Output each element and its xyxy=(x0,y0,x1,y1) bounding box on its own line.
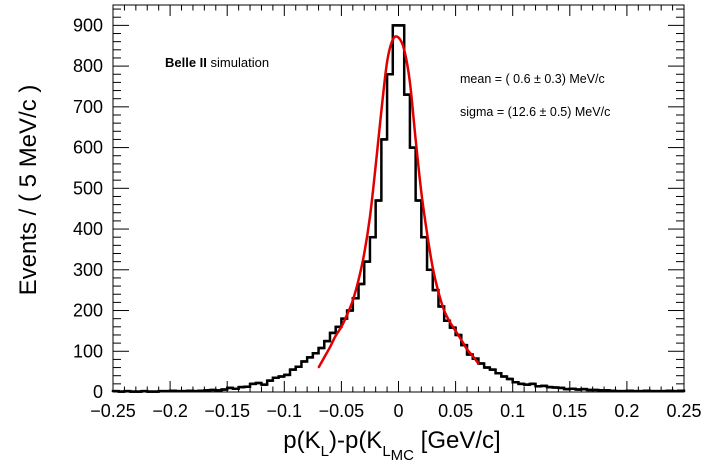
fit-point xyxy=(466,348,468,351)
fit-point xyxy=(374,165,377,167)
fit-point xyxy=(369,216,371,218)
x-tick-label: 0 xyxy=(393,401,403,421)
fit-point xyxy=(357,279,360,281)
x-tick-label: −0.2 xyxy=(152,401,188,421)
y-tick-label: 500 xyxy=(73,178,103,198)
fit-point xyxy=(420,191,423,194)
y-tick-label: 400 xyxy=(73,219,103,239)
x-tick-label: −0.25 xyxy=(90,401,136,421)
mean-annotation: mean = ( 0.6 ± 0.3) MeV/c xyxy=(460,72,605,86)
fit-points xyxy=(317,36,480,369)
fit-point xyxy=(317,366,320,369)
x-tick-label: −0.1 xyxy=(267,401,303,421)
fit-point xyxy=(391,38,394,41)
x-tick-labels: −0.25 −0.2 −0.15 −0.1 −0.05 0 0.05 0.1 0.15 0.2 0.… xyxy=(90,401,701,421)
sigma-annotation: sigma = (12.6 ± 0.5) MeV/c xyxy=(460,105,610,119)
y-tick-label: 700 xyxy=(73,97,103,117)
fit-point xyxy=(454,330,457,332)
belle-label-bold: Belle II xyxy=(165,55,207,70)
y-tick-label: 200 xyxy=(73,301,103,321)
fit-point xyxy=(323,356,326,359)
fit-point xyxy=(329,346,331,348)
fit-point xyxy=(477,362,480,365)
x-tick-label: 0.15 xyxy=(552,401,587,421)
fit-point xyxy=(409,81,411,84)
fit-point xyxy=(471,355,474,357)
x-tick-label: 0.05 xyxy=(438,401,473,421)
fit-point xyxy=(334,334,337,337)
fit-point xyxy=(460,339,463,341)
y-tick-label: 0 xyxy=(93,382,103,402)
y-tick-label: 300 xyxy=(73,260,103,280)
fit-point xyxy=(414,138,417,141)
axis-ticks xyxy=(112,5,685,393)
fit-point xyxy=(346,313,348,316)
fit-point xyxy=(403,49,406,51)
belle-label-rest: simulation xyxy=(207,55,269,70)
histogram-bins xyxy=(113,24,684,393)
fit-point xyxy=(363,252,366,255)
belle-label: Belle II simulation xyxy=(165,55,269,70)
x-tick-label: 0.2 xyxy=(614,401,639,421)
x-axis-title: p(KL)-p(KLMC [GeV/c] xyxy=(283,427,500,464)
fit-point xyxy=(340,326,343,328)
fit-point xyxy=(397,36,400,39)
fit-point xyxy=(443,309,445,312)
fit-point xyxy=(426,232,428,234)
y-tick-label: 600 xyxy=(73,138,103,158)
x-tick-label: 0.25 xyxy=(666,401,701,421)
y-tick-label: 800 xyxy=(73,56,103,76)
x-tick-label: −0.15 xyxy=(204,401,250,421)
y-tick-label: 900 xyxy=(73,15,103,35)
fit-point xyxy=(449,321,451,323)
fit-point xyxy=(386,61,388,63)
fit-point xyxy=(431,266,434,269)
fit-point xyxy=(437,291,440,293)
fit-point xyxy=(352,299,354,302)
x-tick-label: −0.05 xyxy=(319,401,365,421)
y-tick-label: 100 xyxy=(73,341,103,361)
x-tick-label: 0.1 xyxy=(500,401,525,421)
y-axis-title: Events / ( 5 MeV/c ) xyxy=(15,85,42,296)
fit-point xyxy=(380,110,383,112)
y-tick-labels: 0 100 200 300 400 500 600 700 800 900 xyxy=(73,15,103,402)
